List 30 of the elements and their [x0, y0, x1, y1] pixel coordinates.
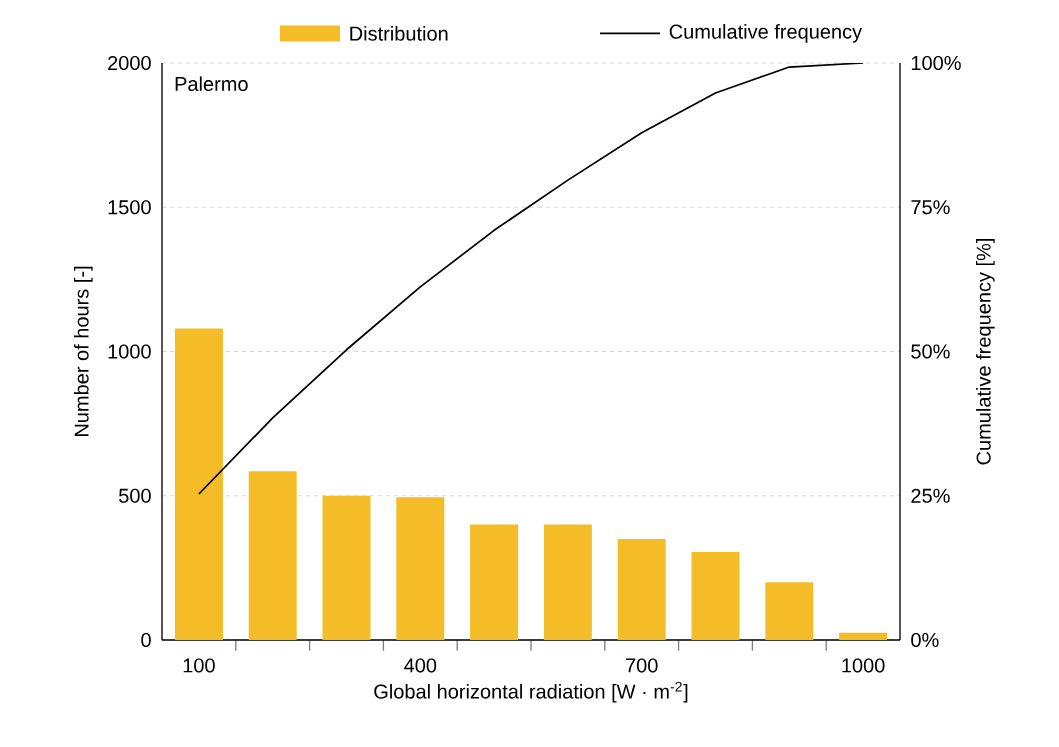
bar — [691, 552, 740, 640]
y2-tick-label: 50% — [911, 344, 950, 359]
bar — [174, 328, 223, 640]
annotation: Palermo — [175, 76, 248, 92]
legend-label: Distribution — [350, 26, 448, 41]
x-tick-label: 1000 — [842, 658, 885, 673]
y-tick-label: 1500 — [108, 200, 151, 215]
y2-tick-label: 0% — [911, 632, 939, 648]
bar — [543, 524, 592, 640]
y2-tick-label: 25% — [911, 488, 950, 503]
bar — [839, 632, 888, 640]
y2-tick-label: 75% — [911, 200, 950, 215]
bar — [617, 539, 666, 640]
bar — [470, 524, 519, 640]
bar — [322, 495, 371, 640]
y-tick-label: 500 — [119, 488, 151, 503]
x-tick-label: 100 — [183, 658, 215, 673]
x-tick-label: 700 — [626, 658, 658, 673]
y2-tick-label: 100% — [911, 55, 961, 71]
x-axis-title: Global horizontal radiation [W · m$^{-2}$] — [374, 681, 688, 703]
y-tick-label: 1000 — [108, 344, 151, 359]
bar — [396, 497, 445, 640]
x-tick-label: 400 — [404, 658, 437, 673]
y2-axis-title: Cumulative frequency [%] — [976, 239, 995, 465]
legend-label: Cumulative frequency — [669, 24, 863, 43]
bar — [765, 582, 814, 640]
y-axis-title: Number of hours [-] — [73, 266, 93, 437]
y-tick-label: 2000 — [108, 55, 151, 71]
bar — [248, 471, 297, 640]
y-tick-label: 0 — [141, 632, 151, 648]
